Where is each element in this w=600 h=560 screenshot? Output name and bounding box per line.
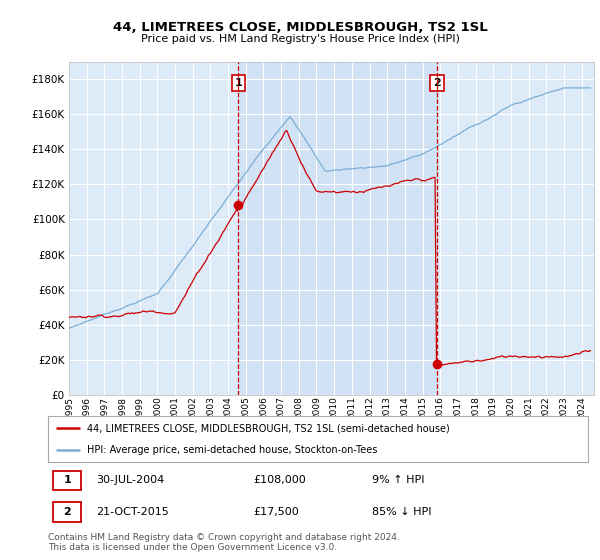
Text: 85% ↓ HPI: 85% ↓ HPI xyxy=(372,507,431,517)
FancyBboxPatch shape xyxy=(53,502,82,521)
Text: 30-JUL-2004: 30-JUL-2004 xyxy=(97,475,165,486)
Text: 1: 1 xyxy=(64,475,71,486)
Text: 9% ↑ HPI: 9% ↑ HPI xyxy=(372,475,425,486)
Text: Contains HM Land Registry data © Crown copyright and database right 2024.: Contains HM Land Registry data © Crown c… xyxy=(48,533,400,542)
Text: HPI: Average price, semi-detached house, Stockton-on-Tees: HPI: Average price, semi-detached house,… xyxy=(87,445,377,455)
Bar xyxy=(238,62,437,395)
Text: 2: 2 xyxy=(433,78,441,88)
Text: 44, LIMETREES CLOSE, MIDDLESBROUGH, TS2 1SL (semi-detached house): 44, LIMETREES CLOSE, MIDDLESBROUGH, TS2 … xyxy=(87,423,449,433)
Text: 2: 2 xyxy=(64,507,71,517)
Text: 21-OCT-2015: 21-OCT-2015 xyxy=(97,507,169,517)
Text: £108,000: £108,000 xyxy=(253,475,306,486)
Text: £17,500: £17,500 xyxy=(253,507,299,517)
Text: This data is licensed under the Open Government Licence v3.0.: This data is licensed under the Open Gov… xyxy=(48,543,337,552)
Text: Price paid vs. HM Land Registry's House Price Index (HPI): Price paid vs. HM Land Registry's House … xyxy=(140,34,460,44)
FancyBboxPatch shape xyxy=(53,471,82,490)
Text: 1: 1 xyxy=(235,78,242,88)
Text: 44, LIMETREES CLOSE, MIDDLESBROUGH, TS2 1SL: 44, LIMETREES CLOSE, MIDDLESBROUGH, TS2 … xyxy=(113,21,487,34)
